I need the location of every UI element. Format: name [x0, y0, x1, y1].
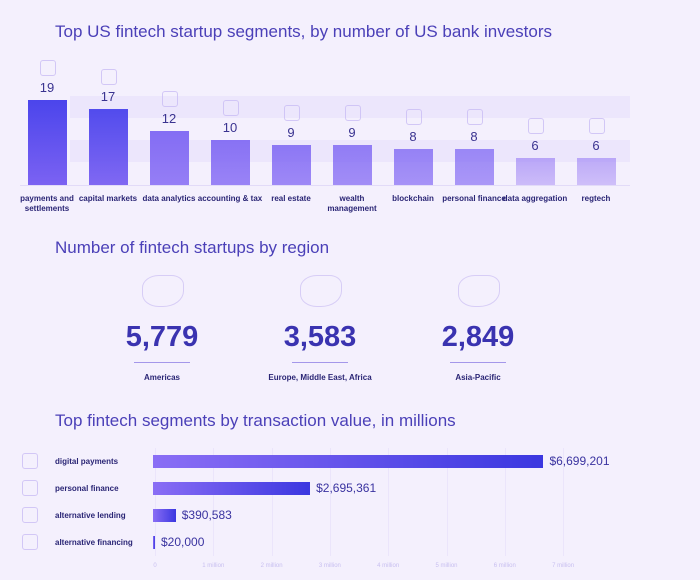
bar-value-label: 12	[161, 111, 177, 127]
bar	[88, 109, 128, 185]
gridline	[446, 448, 448, 556]
segment-icon	[284, 104, 300, 121]
region-map-icon	[300, 275, 342, 307]
region-count: 5,779	[125, 321, 199, 353]
gridline	[213, 448, 215, 556]
x-tick-label: 0	[153, 563, 157, 569]
segment-icon	[22, 534, 38, 550]
segment-icon	[467, 109, 483, 126]
gridline	[504, 448, 506, 556]
gridline	[329, 448, 331, 556]
x-tick-label: 2 million	[260, 563, 283, 569]
category-label: payments and settlements	[20, 194, 74, 213]
category-label: capital markets	[78, 194, 138, 203]
bar	[393, 149, 433, 185]
category-label: data aggregation	[502, 194, 568, 203]
chart2-title: Number of fintech startups by region	[55, 238, 330, 257]
chart1-title: Top US fintech startup segments, by numb…	[55, 22, 553, 41]
category-label: alternative lending	[55, 511, 126, 520]
category-label: personal finance	[442, 194, 506, 203]
bar	[153, 536, 155, 549]
region-label: Americas	[143, 373, 181, 382]
gridline	[563, 448, 565, 556]
gridline	[388, 448, 390, 556]
bar	[332, 144, 372, 185]
bar	[27, 100, 67, 185]
category-label: personal finance	[55, 484, 119, 493]
bar	[153, 455, 544, 468]
bar-value-label: 6	[592, 138, 600, 154]
region-label: Europe, Middle East, Africa	[268, 373, 372, 382]
segment-icon	[22, 507, 38, 523]
bar-value-label: 10	[222, 120, 238, 136]
gridline	[271, 448, 273, 556]
region-map-icon	[458, 275, 500, 307]
segment-icon	[101, 69, 117, 85]
category-label: real estate	[271, 194, 311, 203]
segment-icon	[406, 109, 422, 126]
category-label: data analytics	[142, 194, 196, 203]
category-label: digital payments	[55, 457, 119, 466]
x-tick-label: 1 million	[202, 563, 225, 569]
bar-value-label: $2,695,361	[316, 481, 377, 495]
region-count: 3,583	[283, 321, 357, 353]
region-map-icon	[142, 275, 184, 307]
bar-value-label: 9	[287, 124, 295, 140]
bar	[153, 509, 176, 522]
bar	[210, 140, 250, 185]
segment-icon	[162, 91, 178, 108]
bar-value-label: 17	[100, 89, 116, 104]
background-band	[70, 96, 630, 118]
bar-value-label: 9	[348, 124, 356, 140]
category-label: accounting & tax	[197, 194, 263, 203]
gridline	[155, 448, 156, 556]
bar-value-label: $6,699,201	[549, 454, 610, 468]
bar-value-label: 8	[409, 129, 417, 145]
bar	[149, 131, 189, 185]
bar-value-label: 8	[470, 129, 478, 145]
bar-value-label: 19	[39, 80, 55, 96]
bar-value-label: 6	[531, 138, 539, 154]
category-label: wealth management	[327, 194, 377, 213]
bar-value-label: $20,000	[161, 535, 205, 549]
bar	[515, 158, 555, 185]
segment-icon	[40, 60, 56, 77]
bar	[454, 149, 494, 185]
x-tick-label: 6 million	[493, 563, 516, 569]
divider	[450, 362, 506, 363]
bar	[153, 482, 311, 495]
x-tick-label: 3 million	[318, 563, 341, 569]
segment-icon	[223, 100, 239, 117]
segment-icon	[528, 118, 544, 135]
x-tick-label: 5 million	[435, 563, 458, 569]
divider	[292, 362, 348, 363]
bar-value-label: $390,583	[181, 508, 232, 522]
bar	[271, 144, 311, 185]
region-count: 2,849	[441, 321, 515, 353]
category-label: regtech	[581, 194, 611, 203]
bar	[576, 158, 616, 185]
segment-icon	[22, 453, 38, 469]
segment-icon	[345, 104, 361, 121]
category-label: alternative financing	[55, 538, 133, 547]
baseline	[20, 185, 630, 186]
chart3-title: Top fintech segments by transaction valu…	[55, 411, 456, 430]
divider	[134, 362, 190, 363]
segment-icon	[22, 480, 38, 496]
segment-icon	[589, 118, 605, 135]
region-label: Asia-Pacific	[455, 373, 501, 382]
x-tick-label: 4 million	[377, 563, 400, 569]
category-label: blockchain	[392, 194, 434, 203]
x-tick-label: 7 million	[552, 563, 575, 569]
